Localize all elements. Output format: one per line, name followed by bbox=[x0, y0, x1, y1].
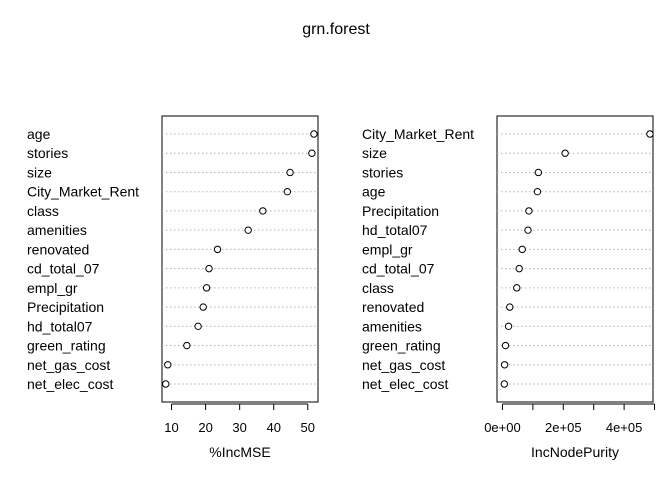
incnodepurity-point bbox=[533, 187, 542, 196]
incnodepurity-point bbox=[525, 207, 533, 215]
incnodepurity-category-label: Precipitation bbox=[362, 203, 439, 219]
incmse-point bbox=[244, 226, 252, 234]
incnodepurity-point bbox=[561, 149, 569, 157]
incmse-x-tick-label: 40 bbox=[266, 420, 280, 435]
incmse-category-label: size bbox=[27, 164, 52, 180]
incnodepurity-point bbox=[506, 303, 514, 311]
incnodepurity-point bbox=[518, 245, 526, 254]
incnodepurity-point bbox=[500, 361, 509, 369]
incnodepurity-category-label: cd_total_07 bbox=[362, 261, 435, 277]
incmse-category-label: hd_total07 bbox=[27, 318, 93, 334]
incmse-point bbox=[259, 207, 267, 215]
incnodepurity-plot-frame bbox=[496, 115, 654, 403]
incnodepurity-category-label: hd_total07 bbox=[362, 222, 428, 238]
incmse-x-tick-label: 20 bbox=[198, 420, 212, 435]
incmse-x-tick-label: 50 bbox=[301, 420, 315, 435]
incmse-point bbox=[194, 322, 202, 331]
incnodepurity-category-label: green_rating bbox=[362, 338, 441, 354]
incmse-point bbox=[199, 303, 207, 311]
incnodepurity-point bbox=[646, 130, 654, 138]
incnodepurity-point bbox=[515, 264, 523, 273]
incmse-point bbox=[286, 168, 294, 177]
incnodepurity-x-tick-label: 2e+05 bbox=[545, 420, 582, 435]
incmse-category-label: cd_total_07 bbox=[27, 261, 100, 277]
incmse-point bbox=[162, 380, 170, 388]
incmse-x-axis-label: %IncMSE bbox=[209, 444, 270, 460]
incnodepurity-category-label: net_gas_cost bbox=[362, 357, 445, 373]
incnodepurity-point bbox=[524, 226, 532, 234]
incmse-point bbox=[283, 187, 292, 196]
incnodepurity-x-tick-label: 0e+00 bbox=[484, 420, 521, 435]
incmse-category-label: amenities bbox=[27, 222, 87, 238]
incmse-category-label: net_elec_cost bbox=[27, 376, 114, 392]
incnodepurity-x-axis-label: IncNodePurity bbox=[531, 444, 619, 460]
incmse-category-label: renovated bbox=[27, 241, 89, 257]
incmse-category-label: Precipitation bbox=[27, 299, 104, 315]
figure-title: grn.forest bbox=[302, 21, 370, 38]
incnodepurity-point bbox=[504, 322, 513, 331]
incmse-point bbox=[213, 245, 222, 254]
incmse-point bbox=[164, 361, 172, 369]
incnodepurity-point bbox=[534, 168, 543, 177]
incnodepurity-category-label: age bbox=[362, 184, 386, 200]
incnodepurity-category-label: class bbox=[362, 280, 394, 296]
incmse-x-tick-label: 30 bbox=[232, 420, 246, 435]
incnodepurity-point bbox=[513, 284, 521, 292]
incmse-plot-frame bbox=[161, 115, 319, 403]
incmse-category-label: class bbox=[27, 203, 59, 219]
incnodepurity-category-label: amenities bbox=[362, 318, 422, 334]
incnodepurity-category-label: net_elec_cost bbox=[362, 376, 449, 392]
incmse-category-label: age bbox=[27, 126, 51, 142]
incnodepurity-category-label: empl_gr bbox=[362, 241, 413, 257]
incmse-point bbox=[183, 341, 191, 350]
incnodepurity-x-tick-label: 4e+05 bbox=[606, 420, 643, 435]
incnodepurity-category-label: City_Market_Rent bbox=[362, 126, 474, 142]
incmse-x-tick-label: 10 bbox=[164, 420, 178, 435]
incnodepurity-category-label: stories bbox=[362, 164, 403, 180]
incnodepurity-point bbox=[501, 341, 510, 350]
incnodepurity-point bbox=[500, 380, 508, 388]
incnodepurity-category-label: size bbox=[362, 145, 387, 161]
incmse-category-label: City_Market_Rent bbox=[27, 184, 139, 200]
incmse-category-label: empl_gr bbox=[27, 280, 78, 296]
incmse-category-label: green_rating bbox=[27, 338, 106, 354]
incmse-category-label: net_gas_cost bbox=[27, 357, 110, 373]
incmse-point bbox=[205, 264, 213, 273]
incmse-point bbox=[308, 149, 316, 157]
incmse-point bbox=[202, 284, 211, 292]
incnodepurity-category-label: renovated bbox=[362, 299, 424, 315]
incmse-category-label: stories bbox=[27, 145, 68, 161]
incmse-point bbox=[310, 130, 318, 138]
